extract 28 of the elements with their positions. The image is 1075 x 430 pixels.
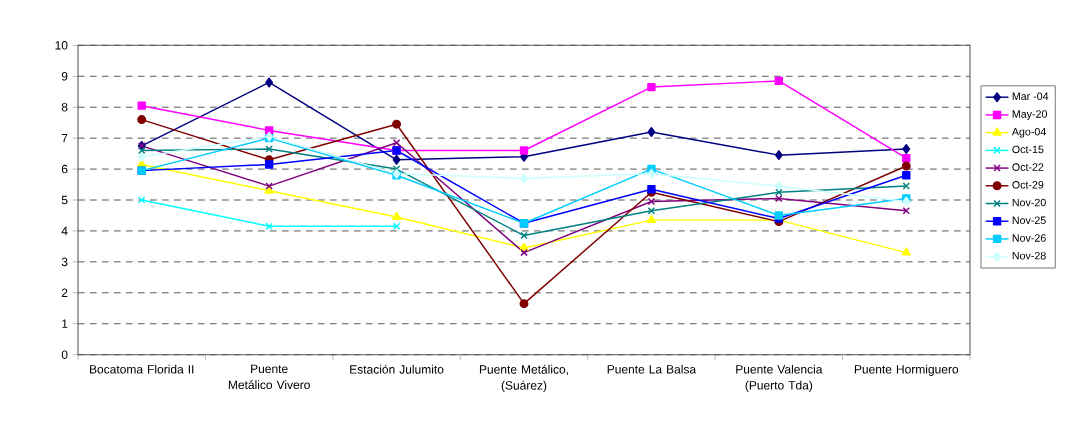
legend-label: Nov-28 xyxy=(1012,251,1046,260)
y-tick-label: 2 xyxy=(61,288,68,297)
y-tick-label: 1 xyxy=(62,319,68,328)
y-tick-label: 5 xyxy=(61,195,68,205)
x-tick-label: Puente La Balsa xyxy=(607,364,697,374)
y-tick-label: 6 xyxy=(61,164,68,174)
legend-label: Nov-26 xyxy=(1012,234,1046,242)
y-tick-label: 8 xyxy=(61,102,68,112)
x-tick-label: Estación Julumito xyxy=(350,364,444,374)
legend-label: Nov-25 xyxy=(1012,216,1046,225)
legend-label: May-20 xyxy=(1012,110,1048,120)
y-tick-label: 9 xyxy=(61,72,68,81)
y-tick-label: 0 xyxy=(61,350,68,359)
legend-label: Oct-15 xyxy=(1012,145,1044,154)
x-tick-label: Puente Hormiguero xyxy=(854,364,959,376)
legend-label: Oct-29 xyxy=(1012,181,1044,189)
x-tick-label: Bocatoma Florida II xyxy=(90,364,194,374)
x-tick-label: Puente Valencia (Puerto Tda) xyxy=(736,364,823,392)
y-tick-label: 10 xyxy=(55,41,68,50)
y-tick-label: 7 xyxy=(61,134,68,143)
x-tick-label: Puente Metálico Vivero xyxy=(228,364,310,390)
y-tick-label: 3 xyxy=(61,257,68,267)
legend-label: Ago-04 xyxy=(1011,127,1046,138)
x-tick-label: Puente Metálico, (Suárez) xyxy=(479,364,568,393)
legend-label: Nov-20 xyxy=(1012,198,1046,207)
y-tick-label: 4 xyxy=(61,226,68,236)
legend-label: Oct-22 xyxy=(1012,163,1044,171)
legend-label: Mar -04 xyxy=(1012,92,1049,101)
